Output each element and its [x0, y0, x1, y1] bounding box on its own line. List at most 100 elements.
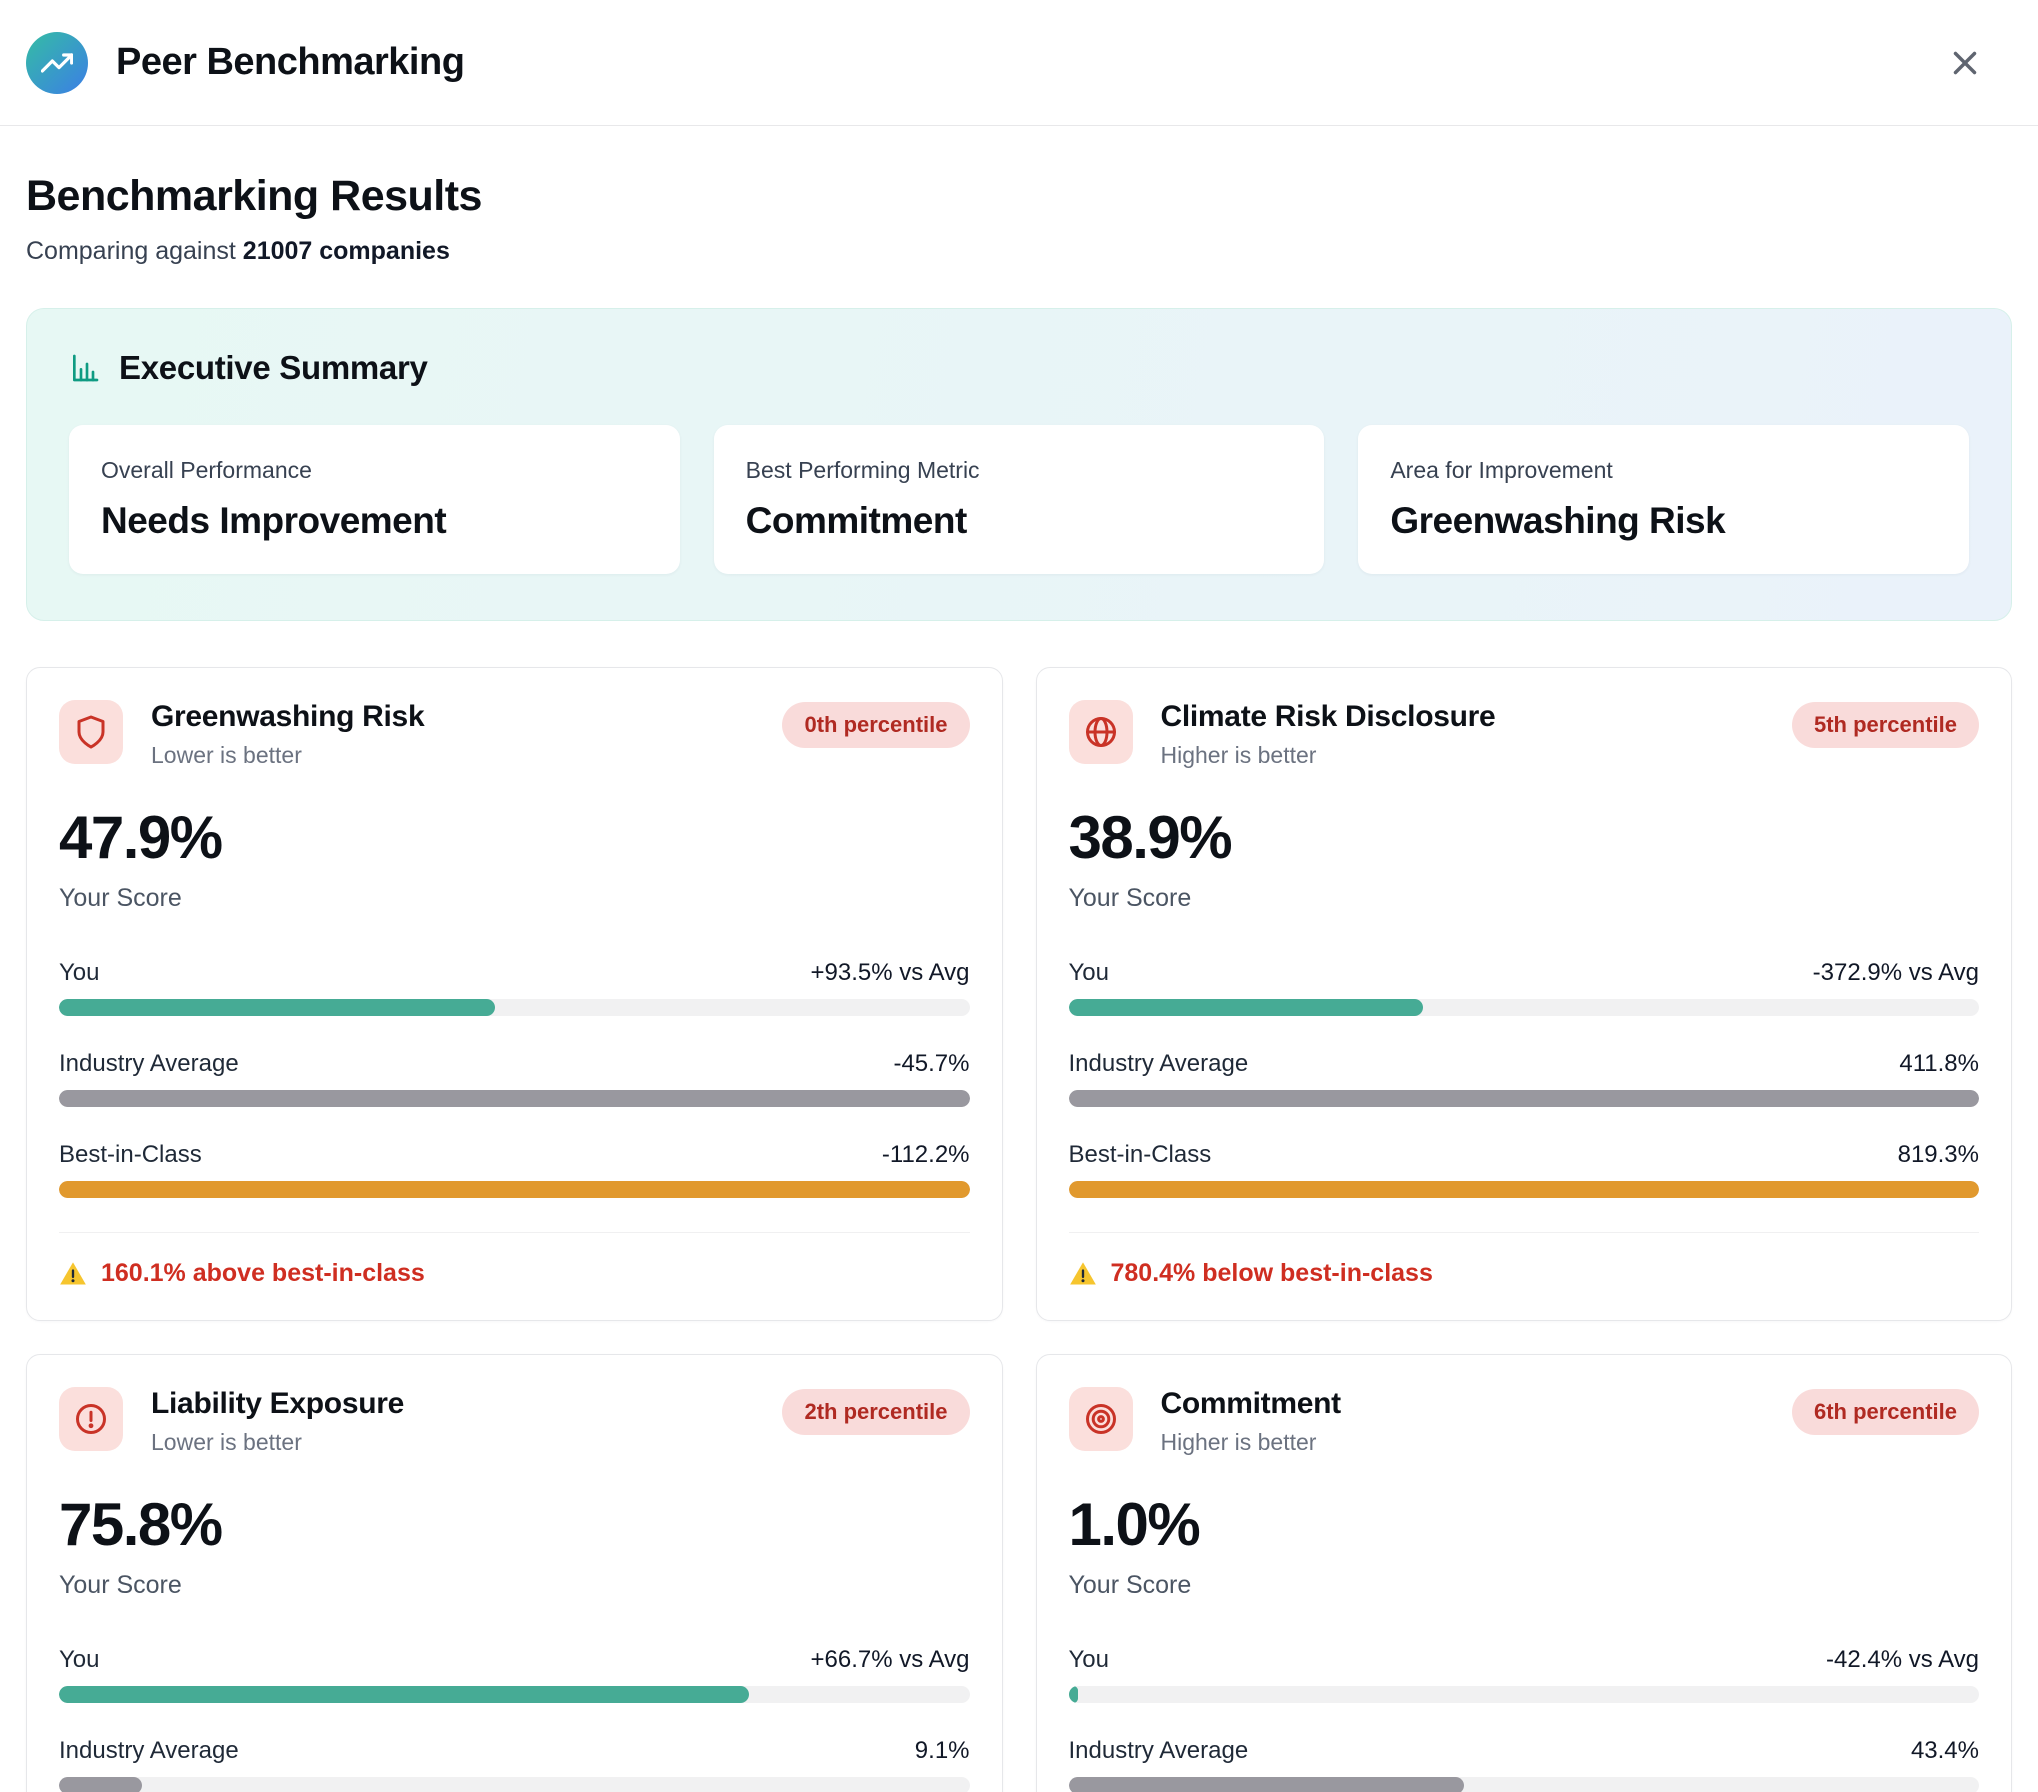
bar-chart-icon — [73, 354, 99, 382]
summary-card-label: Best Performing Metric — [745, 457, 980, 483]
metric-score-label: Your Score — [59, 1571, 182, 1599]
bar-label: Industry Average — [59, 1737, 239, 1764]
bar-fill-you — [59, 999, 496, 1016]
metric-direction: Lower is better — [151, 742, 302, 768]
bar-track — [59, 1090, 970, 1107]
metric-icon-box — [1068, 700, 1133, 764]
bar-label: You — [59, 1646, 100, 1673]
bar-fill-industry — [59, 1777, 142, 1792]
metric-direction: Higher is better — [1160, 1429, 1317, 1455]
bar-value: +66.7% vs Avg — [810, 1646, 970, 1673]
bar-label: You — [1068, 959, 1110, 986]
bar-track — [1068, 1181, 1979, 1198]
metric-icon-box — [59, 1387, 123, 1451]
summary-card-label: Overall Performance — [101, 457, 312, 483]
bar-label: Industry Average — [59, 1050, 239, 1077]
metric-warning: 160.1% above best-in-class — [59, 1232, 970, 1288]
bar-value: 9.1% — [914, 1737, 970, 1764]
bar-label: Industry Average — [1068, 1737, 1249, 1764]
percentile-badge: 5th percentile — [1791, 702, 1979, 748]
bar-fill-best — [1068, 1181, 1979, 1198]
bar-row-you: You +66.7% vs Avg — [59, 1646, 970, 1703]
executive-summary-header: Executive Summary — [69, 349, 1969, 387]
modal-header: Peer Benchmarking — [0, 0, 2038, 126]
summary-card-label: Area for Improvement — [1390, 457, 1613, 483]
metric-title: Liability Exposure — [151, 1387, 404, 1420]
warning-text: 160.1% above best-in-class — [101, 1259, 425, 1287]
bar-track — [59, 1686, 970, 1703]
warning-text: 780.4% below best-in-class — [1110, 1259, 1433, 1287]
app-logo — [26, 31, 88, 94]
bar-fill-best — [59, 1181, 970, 1198]
metric-direction: Higher is better — [1160, 742, 1317, 768]
bar-row-you: You -42.4% vs Avg — [1068, 1646, 1979, 1703]
bar-label: You — [59, 959, 100, 986]
warning-icon — [60, 1261, 86, 1284]
bar-label: Best-in-Class — [59, 1141, 202, 1168]
executive-summary-title: Executive Summary — [119, 349, 428, 386]
warning-icon — [1069, 1261, 1096, 1284]
bar-row-best: Best-in-Class -112.2% — [59, 1141, 970, 1198]
bar-fill-you — [1068, 1686, 1078, 1703]
metric-warning: 780.4% below best-in-class — [1068, 1232, 1979, 1288]
metric-icon-box — [1068, 1387, 1133, 1451]
bar-value: 43.4% — [1910, 1737, 1979, 1764]
bar-fill-industry — [1068, 1777, 1464, 1792]
bar-label: Industry Average — [1068, 1050, 1249, 1077]
bar-fill-industry — [1068, 1090, 1979, 1107]
metric-card-climate-risk-disclosure: Climate Risk Disclosure Higher is better… — [1035, 667, 2012, 1321]
page-title: Benchmarking Results — [26, 172, 482, 220]
bar-fill-you — [59, 1686, 750, 1703]
close-button[interactable] — [1940, 38, 1990, 88]
bar-value: 411.8% — [1899, 1050, 1979, 1077]
metric-score-label: Your Score — [59, 884, 182, 912]
metric-score: 1.0% — [1068, 1491, 1201, 1558]
bar-value: -42.4% vs Avg — [1826, 1646, 1979, 1673]
summary-card-value: Greenwashing Risk — [1390, 500, 1726, 541]
comparison-prefix: Comparing against — [26, 237, 243, 265]
metric-score-label: Your Score — [1068, 884, 1192, 912]
metric-icon-box — [59, 700, 123, 764]
metric-card-commitment: Commitment Higher is better 6th percenti… — [1035, 1354, 2012, 1792]
metric-card-header: Greenwashing Risk Lower is better 0th pe… — [59, 700, 970, 769]
globe-icon — [1085, 717, 1116, 747]
bar-track — [1068, 999, 1979, 1016]
summary-card-value: Commitment — [745, 500, 968, 541]
metric-bars: You -372.9% vs Avg Industry Average 411.8%… — [1068, 959, 1979, 1198]
modal-title: Peer Benchmarking — [116, 41, 465, 83]
bar-row-industry: Industry Average 9.1% — [59, 1737, 970, 1792]
summary-card-value: Needs Improvement — [101, 500, 447, 541]
trending-up-icon — [41, 52, 73, 73]
percentile-badge: 6th percentile — [1791, 1389, 1979, 1435]
bar-label: You — [1068, 1646, 1110, 1673]
percentile-badge: 0th percentile — [782, 702, 970, 748]
metric-card-liability-exposure: Liability Exposure Lower is better 2th p… — [26, 1354, 1003, 1792]
metric-card-header: Liability Exposure Lower is better 2th p… — [59, 1387, 970, 1456]
metric-title: Climate Risk Disclosure — [1160, 700, 1496, 733]
metric-score: 47.9% — [59, 804, 223, 871]
metric-bars: You +93.5% vs Avg Industry Average -45.7% … — [59, 959, 970, 1198]
close-icon — [1953, 51, 1977, 74]
bar-row-industry: Industry Average -45.7% — [59, 1050, 970, 1107]
metric-card-greenwashing-risk: Greenwashing Risk Lower is better 0th pe… — [26, 667, 1003, 1321]
target-icon — [1085, 1404, 1116, 1434]
metric-title: Commitment — [1160, 1387, 1342, 1420]
summary-card-improvement-area: Area for Improvement Greenwashing Risk — [1358, 425, 1969, 574]
executive-summary-cards: Overall Performance Needs Improvement Be… — [69, 425, 1969, 574]
bar-value: -112.2% — [881, 1141, 970, 1168]
bar-track — [59, 999, 970, 1016]
bar-row-you: You -372.9% vs Avg — [1068, 959, 1979, 1016]
bar-row-industry: Industry Average 43.4% — [1068, 1737, 1979, 1792]
summary-card-best-metric: Best Performing Metric Commitment — [713, 425, 1325, 574]
modal-body: Benchmarking Results Comparing against 2… — [0, 172, 2038, 1792]
metric-card-header: Climate Risk Disclosure Higher is better… — [1068, 700, 1979, 769]
bar-label: Best-in-Class — [1068, 1141, 1212, 1168]
bar-value: 819.3% — [1897, 1141, 1979, 1168]
bar-row-best: Best-in-Class 819.3% — [1068, 1141, 1979, 1198]
executive-summary-panel: Executive Summary Overall Performance Ne… — [26, 308, 2012, 621]
bar-track — [1068, 1777, 1979, 1792]
comparison-subtitle: Comparing against 21007 companies — [26, 237, 2012, 266]
